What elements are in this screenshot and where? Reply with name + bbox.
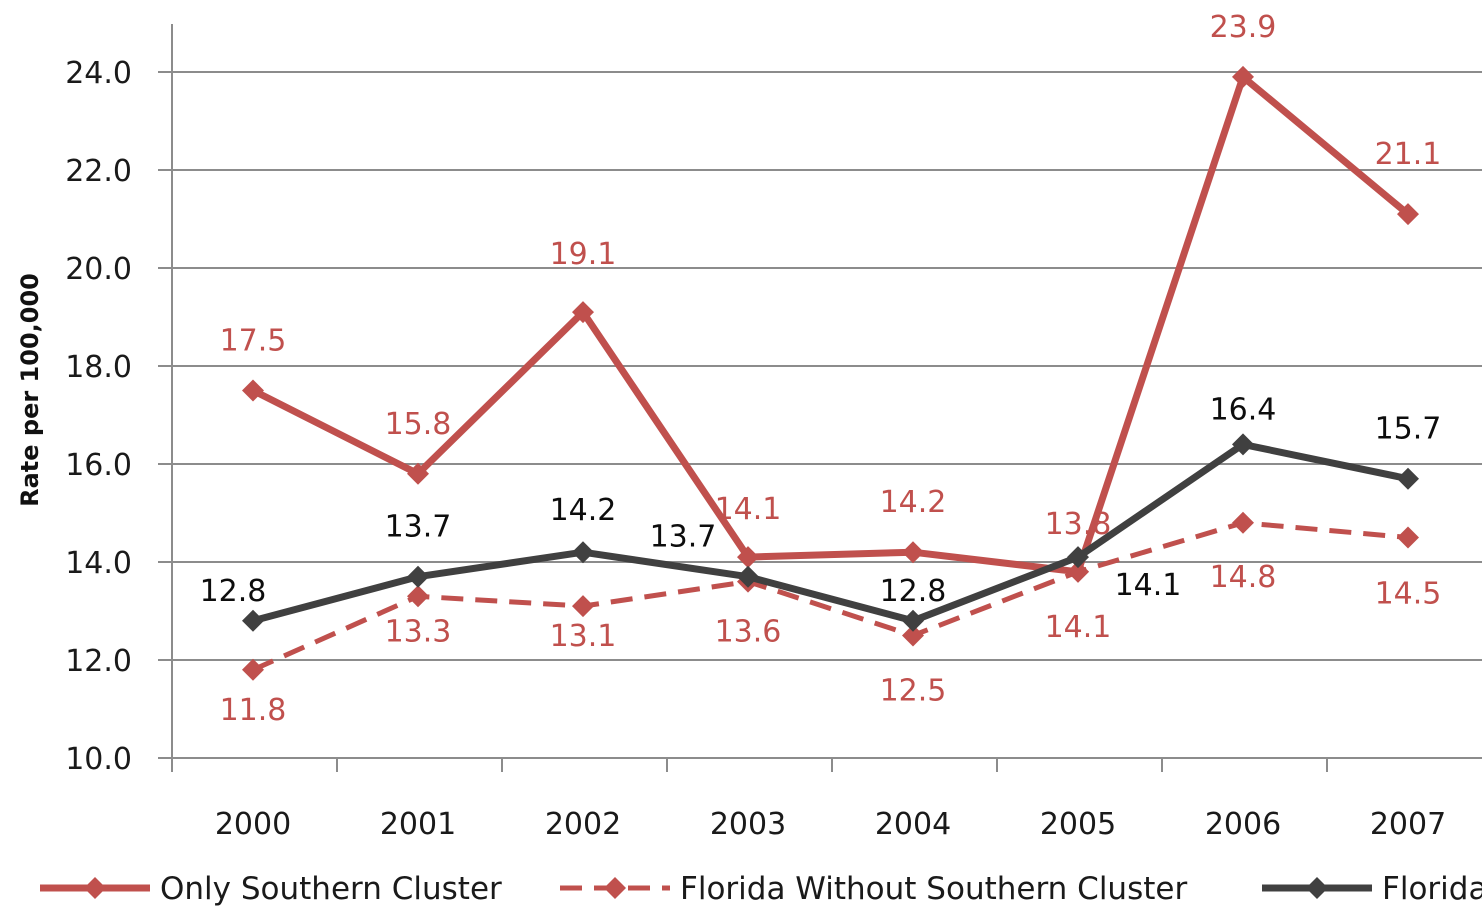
data-label: 13.1: [550, 619, 617, 654]
data-label: 14.1: [1115, 568, 1182, 603]
data-label: 16.4: [1210, 392, 1277, 427]
x-tick-label: 2002: [545, 807, 621, 842]
data-point: [407, 585, 429, 608]
data-label: 14.1: [1045, 610, 1112, 645]
data-label: 11.8: [220, 693, 287, 728]
data-point: [407, 565, 429, 588]
data-point: [407, 462, 429, 485]
data-point: [572, 595, 594, 618]
legend-marker-0: [84, 877, 106, 899]
data-label: 14.1: [715, 492, 782, 527]
data-label: 12.8: [880, 574, 947, 609]
data-labels: 17.5 15.8 19.1 14.1 14.2 13.8 23.9 21.1 11.8 13.3…: [200, 10, 1442, 728]
data-point: [902, 609, 924, 632]
x-tick-label: 2005: [1040, 807, 1116, 842]
x-tick-label: 2003: [710, 807, 786, 842]
y-tick-label: 24.0: [65, 56, 132, 91]
series-group: [242, 65, 1419, 681]
data-point: [1232, 433, 1254, 456]
data-label: 15.8: [385, 407, 452, 442]
data-label: 12.5: [880, 674, 947, 709]
x-tick-label: 2004: [875, 807, 951, 842]
y-tick-label: 22.0: [65, 154, 132, 189]
y-axis-label: Rate per 100,000: [16, 273, 44, 507]
data-label: 13.6: [715, 615, 782, 650]
y-tick-label: 10.0: [65, 742, 132, 777]
legend-marker-2: [1306, 877, 1328, 899]
y-tick-label: 12.0: [65, 644, 132, 679]
x-tick-labels: 2000 2001 2002 2003 2004 2005 2006 2007: [215, 807, 1446, 842]
data-label: 14.2: [550, 493, 617, 528]
y-tick-labels: 10.0 12.0 14.0 16.0 18.0 20.0 22.0 24.0: [65, 56, 132, 777]
data-point: [902, 541, 924, 564]
legend-label-0: Only Southern Cluster: [160, 871, 502, 907]
data-point: [737, 546, 759, 569]
data-point: [1067, 546, 1089, 569]
data-label: 19.1: [550, 237, 617, 272]
data-label: 14.5: [1375, 577, 1442, 612]
y-tick-label: 14.0: [65, 546, 132, 581]
data-point: [1397, 467, 1419, 490]
data-label: 14.8: [1210, 560, 1277, 595]
x-tick-label: 2006: [1205, 807, 1281, 842]
data-label: 13.7: [650, 520, 717, 555]
data-label: 21.1: [1375, 137, 1442, 172]
data-point: [572, 301, 594, 324]
y-tick-label: 18.0: [65, 350, 132, 385]
series-line-0: [251, 73, 1411, 576]
data-point: [572, 541, 594, 564]
data-point: [1067, 560, 1089, 583]
y-tick-label: 16.0: [65, 448, 132, 483]
x-tick-label: 2001: [380, 807, 456, 842]
data-point: [737, 565, 759, 588]
gridlines: [172, 71, 1482, 661]
x-tick-label: 2007: [1370, 807, 1446, 842]
series-line-1: [251, 520, 1409, 673]
data-point: [902, 624, 924, 647]
data-point: [1232, 511, 1254, 534]
legend: Only Southern Cluster Florida Without Sou…: [40, 871, 1482, 907]
data-point: [1232, 65, 1254, 88]
legend-label-2: Florida: [1382, 871, 1482, 907]
data-point: [242, 658, 264, 681]
data-point: [242, 609, 264, 632]
axes: [158, 24, 1482, 772]
data-label: 13.8: [1045, 507, 1112, 542]
data-point: [1397, 526, 1419, 549]
series-line-2: [252, 440, 1409, 625]
data-label: 15.7: [1375, 412, 1442, 447]
data-label: 12.8: [200, 574, 267, 609]
legend-label-1: Florida Without Southern Cluster: [680, 871, 1187, 907]
data-point: [242, 379, 264, 402]
data-label: 23.9: [1210, 10, 1277, 45]
data-label: 14.2: [880, 485, 947, 520]
legend-marker-1: [604, 877, 626, 899]
data-label: 17.5: [220, 324, 287, 359]
x-tick-label: 2000: [215, 807, 291, 842]
data-label: 13.3: [385, 614, 452, 649]
data-label: 13.7: [385, 510, 452, 545]
data-point: [1397, 203, 1419, 226]
y-tick-label: 20.0: [65, 252, 132, 287]
